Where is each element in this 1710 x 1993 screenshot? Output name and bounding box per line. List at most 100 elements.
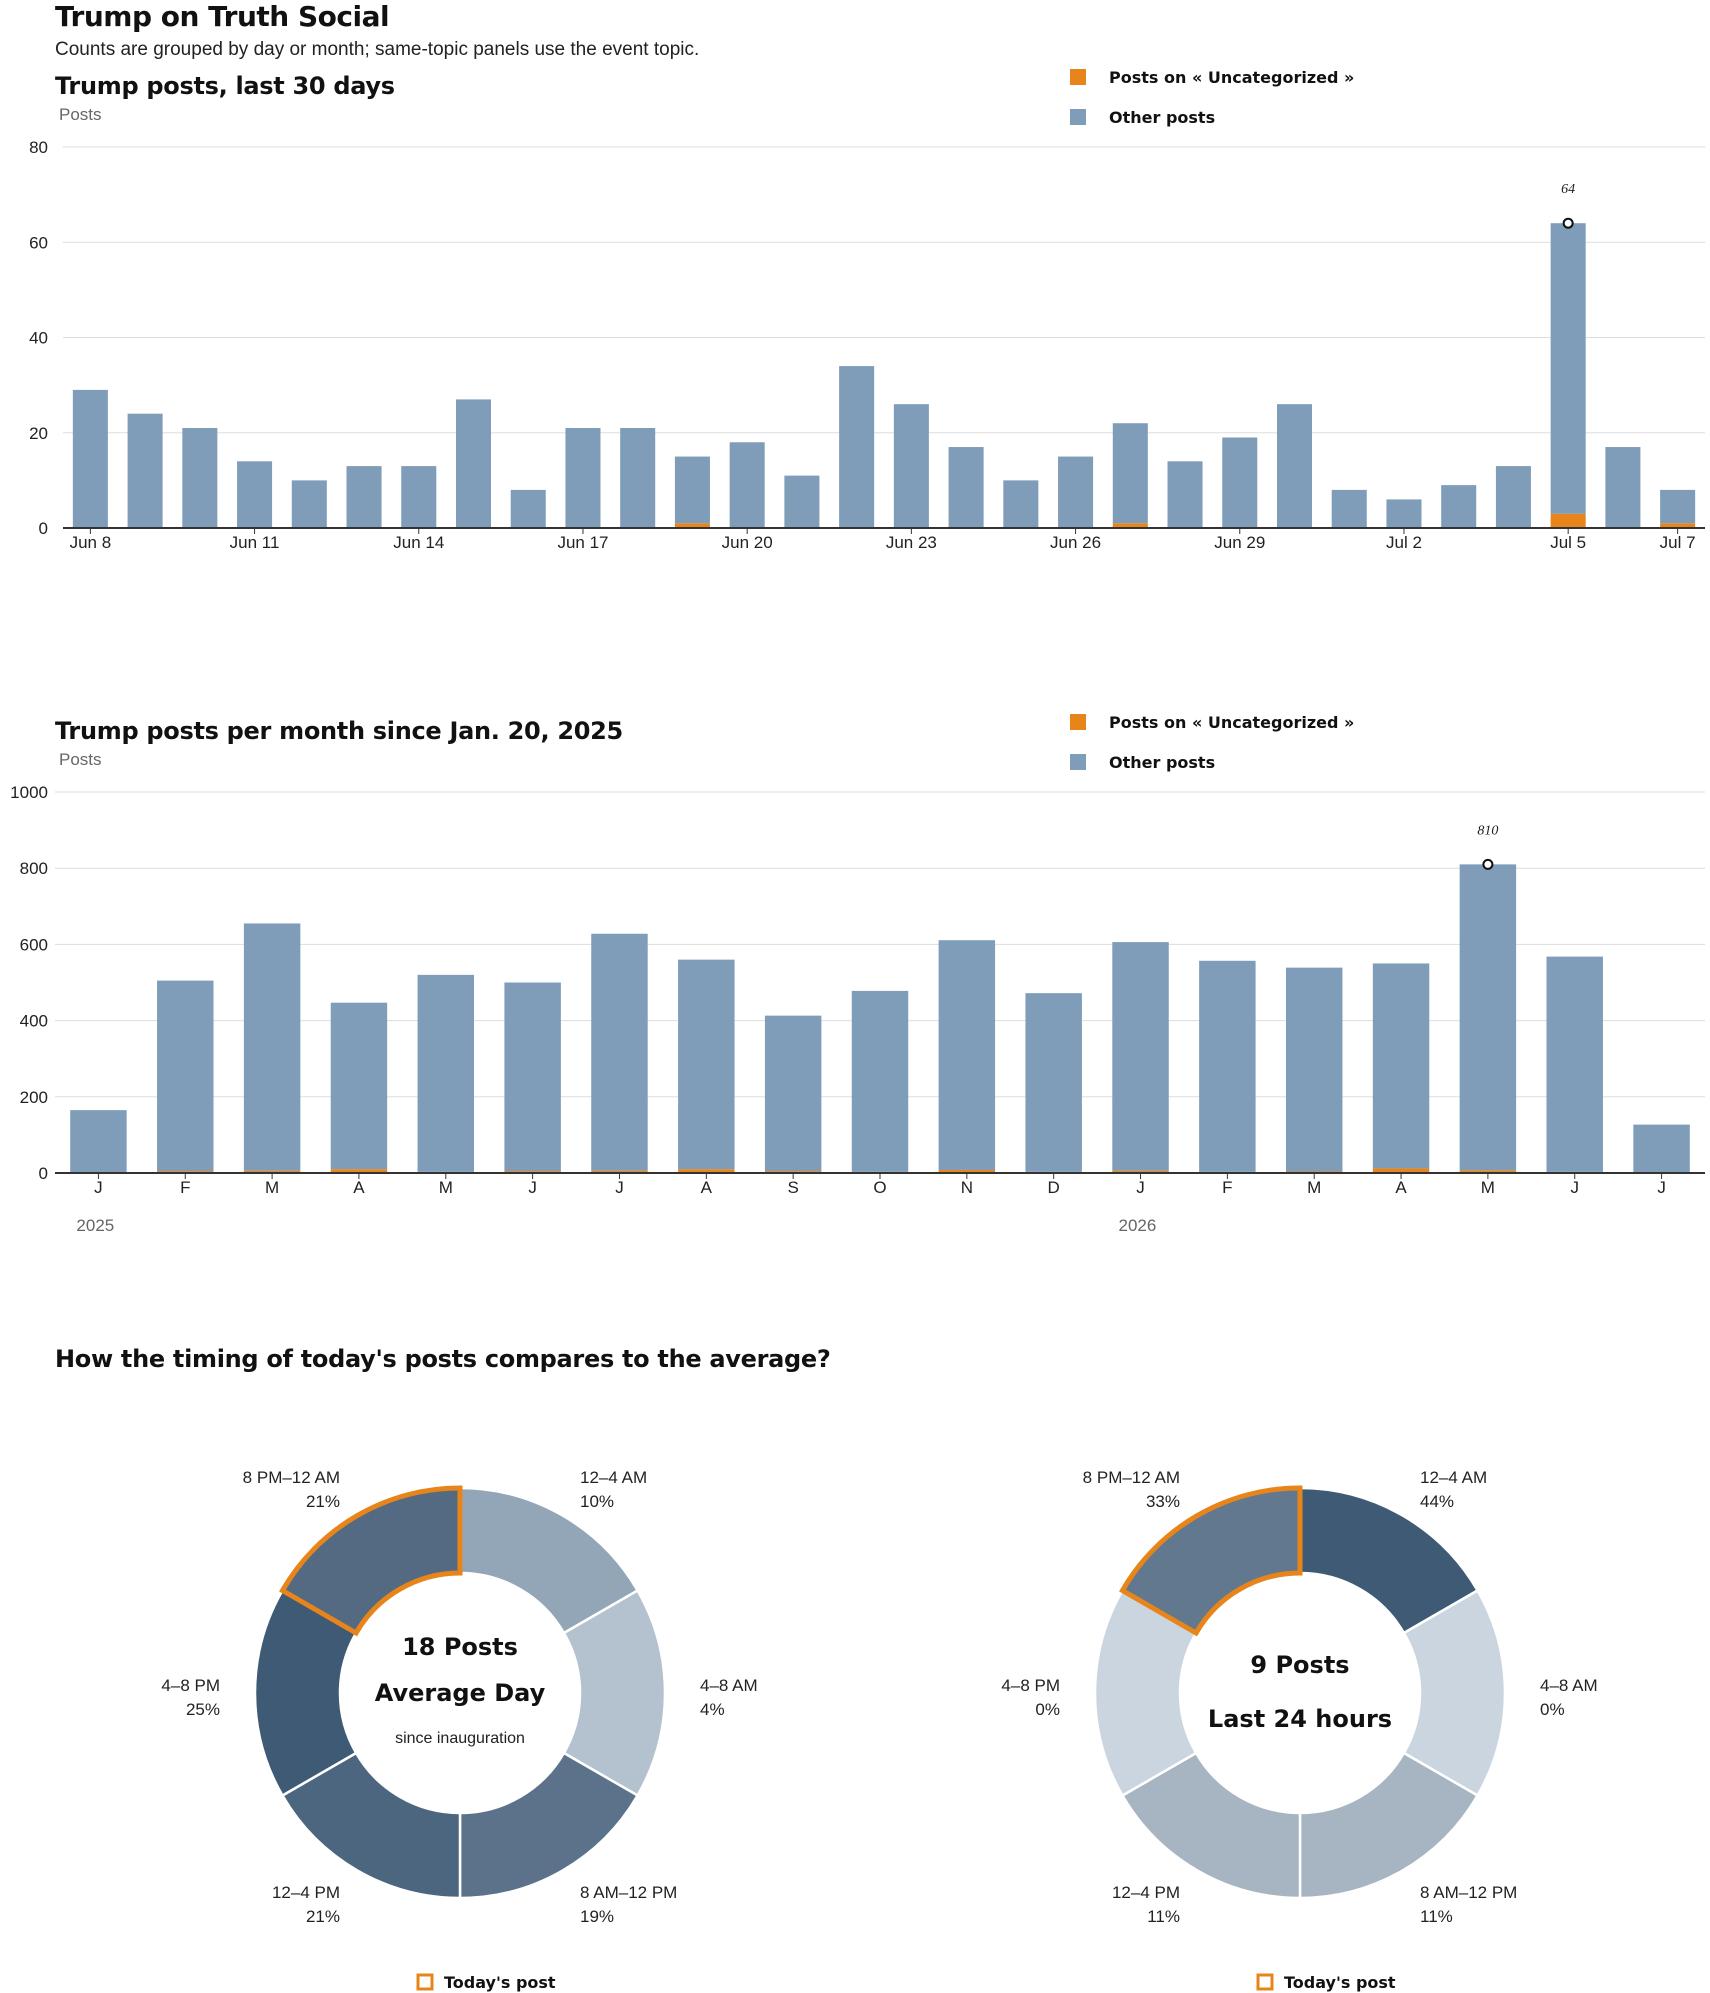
average-slice-pct: 10% bbox=[580, 1492, 614, 1511]
daily-x-tick-label: Jun 11 bbox=[230, 533, 280, 552]
average-slice-pct: 21% bbox=[306, 1907, 340, 1926]
monthly-x-tick-label: M bbox=[1307, 1178, 1321, 1197]
daily-bar-topic bbox=[1550, 513, 1586, 528]
monthly-y-tick-label: 800 bbox=[20, 859, 48, 878]
daily-bar-other bbox=[893, 404, 929, 528]
monthly-peak-label: 810 bbox=[1477, 823, 1498, 838]
monthly-year-label: 2026 bbox=[1119, 1216, 1157, 1235]
daily-x-tick-label: Jul 2 bbox=[1386, 533, 1422, 552]
monthly-bar-other bbox=[1459, 864, 1517, 1171]
daily-legend-swatch-other bbox=[1070, 109, 1086, 125]
daily-bar-other bbox=[1495, 466, 1531, 528]
page-title: Trump on Truth Social bbox=[55, 0, 390, 33]
daily-peak-marker bbox=[1562, 217, 1574, 229]
today-legend-label: Today's post bbox=[1284, 1973, 1396, 1992]
monthly-legend-label-topic: Posts on « Uncategorized » bbox=[1109, 713, 1354, 732]
monthly-bar-topic bbox=[1372, 1168, 1430, 1173]
daily-bar-other bbox=[346, 466, 382, 528]
daily-bar-other bbox=[729, 442, 765, 528]
daily-bar-other bbox=[784, 475, 820, 528]
monthly-x-tick-label: J bbox=[1136, 1178, 1145, 1197]
daily-x-tick-label: Jul 5 bbox=[1550, 533, 1586, 552]
daily-bar-other bbox=[72, 389, 108, 528]
daily-legend-label-other: Other posts bbox=[1109, 108, 1215, 127]
page-subtitle: Counts are grouped by day or month; same… bbox=[55, 39, 700, 60]
daily-x-tick-label: Jun 14 bbox=[393, 533, 444, 552]
daily-y-tick-label: 60 bbox=[29, 233, 48, 252]
monthly-bar-other bbox=[504, 982, 561, 1172]
daily-bar-other bbox=[1167, 461, 1203, 528]
monthly-bar-other bbox=[1546, 956, 1603, 1172]
monthly-bar-other bbox=[70, 1110, 127, 1173]
average-legend-swatch bbox=[416, 1973, 434, 1991]
today-highlight-outline bbox=[1119, 1485, 1303, 1637]
daily-bar-other bbox=[839, 366, 875, 528]
daily-x-tick-label: Jun 8 bbox=[70, 533, 112, 552]
daily-bar-other bbox=[1112, 423, 1148, 524]
daily-chart-title: Trump posts, last 30 days bbox=[55, 72, 395, 100]
average-slice-pct: 4% bbox=[700, 1700, 725, 1719]
average-slice-label: 8 PM–12 AM bbox=[243, 1468, 340, 1487]
average-slice-label: 4–8 AM bbox=[700, 1676, 758, 1695]
daily-bar-other bbox=[1550, 223, 1586, 514]
monthly-x-tick-label: A bbox=[1395, 1178, 1407, 1197]
daily-bar-other bbox=[127, 413, 163, 528]
daily-y-tick-label: 0 bbox=[39, 519, 48, 538]
monthly-x-tick-label: J bbox=[528, 1178, 537, 1197]
monthly-x-tick-label: M bbox=[265, 1178, 279, 1197]
monthly-bar-other bbox=[417, 974, 475, 1172]
monthly-bar-other bbox=[1025, 993, 1082, 1172]
today-slice-pct: 33% bbox=[1146, 1492, 1180, 1511]
daily-bar-other bbox=[674, 456, 710, 524]
daily-bar-other bbox=[237, 461, 273, 528]
daily-bar-other bbox=[1605, 447, 1641, 528]
today-center-value: 9 Posts bbox=[1250, 1651, 1349, 1679]
today-slice-pct: 0% bbox=[1035, 1700, 1060, 1719]
monthly-bar-topic bbox=[591, 1170, 648, 1173]
daily-bar-other bbox=[948, 447, 984, 528]
daily-peak-label: 64 bbox=[1561, 182, 1575, 197]
today-slice-label: 12–4 PM bbox=[1112, 1883, 1180, 1902]
daily-bar-other bbox=[620, 427, 656, 528]
monthly-x-tick-label: A bbox=[701, 1178, 713, 1197]
average-slice-pct: 25% bbox=[186, 1700, 220, 1719]
monthly-x-tick-label: M bbox=[439, 1178, 453, 1197]
monthly-x-tick-label: J bbox=[1570, 1178, 1579, 1197]
monthly-bar-other bbox=[1633, 1124, 1690, 1173]
monthly-x-tick-label: J bbox=[94, 1178, 103, 1197]
daily-legend-swatch-topic bbox=[1070, 69, 1086, 85]
daily-bar-other bbox=[1222, 437, 1258, 528]
daily-bar-topic bbox=[674, 523, 710, 528]
today-slice-pct: 0% bbox=[1540, 1700, 1565, 1719]
monthly-bar-topic bbox=[330, 1169, 388, 1173]
daily-x-tick-label: Jun 23 bbox=[886, 533, 937, 552]
monthly-bar-other bbox=[591, 933, 648, 1171]
average-slice-label: 12–4 PM bbox=[272, 1883, 340, 1902]
average-slice-label: 12–4 AM bbox=[580, 1468, 647, 1487]
monthly-chart-title: Trump posts per month since Jan. 20, 202… bbox=[55, 717, 623, 745]
daily-bar-other bbox=[1003, 480, 1039, 528]
today-center-title: Last 24 hours bbox=[1208, 1705, 1392, 1733]
monthly-y-tick-label: 600 bbox=[20, 935, 48, 954]
monthly-legend-label-other: Other posts bbox=[1109, 753, 1215, 772]
daily-y-tick-label: 20 bbox=[29, 424, 48, 443]
daily-y-tick-label: 40 bbox=[29, 329, 48, 348]
monthly-x-tick-label: M bbox=[1481, 1178, 1495, 1197]
daily-bar-other bbox=[1386, 499, 1422, 528]
today-slice-pct: 11% bbox=[1420, 1907, 1453, 1926]
monthly-bar-other bbox=[851, 990, 909, 1172]
timing-section-title: How the timing of today's posts compares… bbox=[55, 1345, 831, 1373]
daily-y-tick-label: 80 bbox=[29, 138, 48, 157]
today-slice-label: 8 AM–12 PM bbox=[1420, 1883, 1517, 1902]
monthly-bar-topic bbox=[243, 1170, 301, 1173]
monthly-bar-topic bbox=[1112, 1170, 1169, 1173]
monthly-peak-marker bbox=[1482, 858, 1494, 870]
daily-x-tick-label: Jul 7 bbox=[1660, 533, 1696, 552]
daily-bar-other bbox=[1660, 489, 1696, 524]
daily-x-tick-label: Jun 26 bbox=[1050, 533, 1101, 552]
monthly-bar-other bbox=[243, 923, 301, 1171]
